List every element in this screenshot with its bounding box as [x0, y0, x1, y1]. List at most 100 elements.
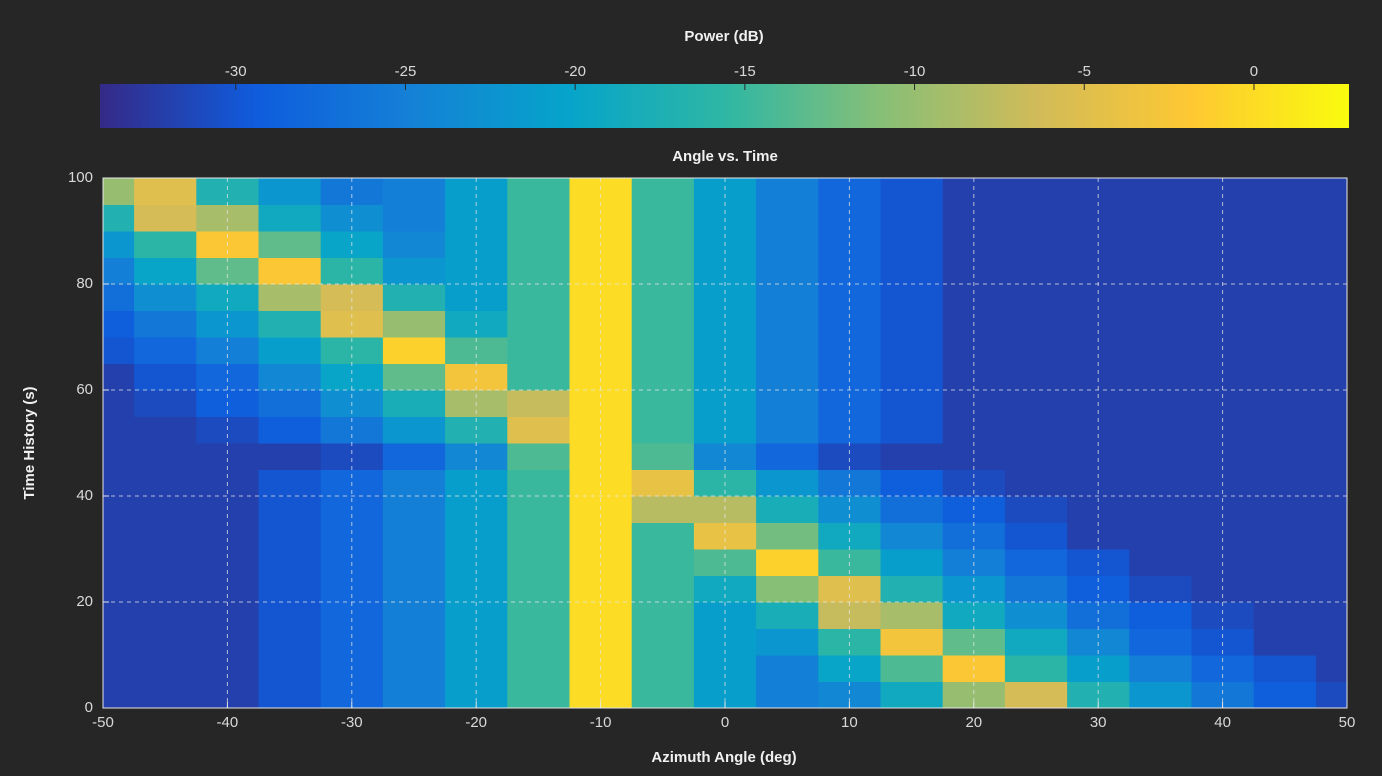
x-tick-label: 30 — [1090, 714, 1107, 731]
heatmap-cell — [382, 284, 446, 311]
x-tick-label: -20 — [465, 714, 487, 731]
heatmap-cell — [1253, 655, 1317, 682]
heatmap-cell — [1129, 204, 1192, 232]
heatmap-cell — [445, 178, 508, 205]
colorbar-tick-label: -20 — [564, 63, 586, 80]
heatmap-cell — [756, 337, 819, 364]
heatmap-cell — [103, 681, 135, 709]
heatmap-cell — [507, 443, 570, 470]
heatmap-cell — [134, 628, 197, 656]
heatmap-cell — [880, 602, 944, 629]
x-tick-label: 40 — [1214, 714, 1231, 731]
heatmap-cell — [756, 231, 819, 258]
heatmap-cell — [880, 337, 944, 364]
heatmap-cell — [1129, 681, 1192, 709]
colorbar-tick-label: -25 — [395, 63, 417, 80]
heatmap-cell — [1315, 549, 1348, 576]
heatmap-cell — [103, 522, 135, 550]
heatmap-cell — [569, 602, 633, 629]
heatmap-cell — [880, 284, 944, 311]
chart-title: Angle vs. Time — [672, 148, 778, 165]
heatmap-cell — [1191, 522, 1255, 550]
heatmap-cell — [103, 284, 135, 311]
heatmap-cell — [507, 655, 570, 682]
heatmap-cell — [756, 655, 819, 682]
heatmap-cell — [1004, 575, 1068, 603]
x-tick-label: 50 — [1339, 714, 1356, 731]
y-tick-label: 40 — [76, 487, 93, 504]
heatmap-cell — [1253, 204, 1317, 232]
heatmap-cell — [134, 522, 197, 550]
heatmap-cell — [880, 204, 944, 232]
heatmap-cell — [382, 257, 446, 285]
heatmap-cell — [382, 231, 446, 258]
heatmap-cell — [880, 257, 944, 285]
heatmap-cell — [1129, 257, 1192, 285]
heatmap-cell — [507, 231, 570, 258]
heatmap-cell — [258, 310, 322, 338]
heatmap-cell — [631, 681, 695, 709]
heatmap-cell — [756, 496, 819, 523]
colorbar-tick-label: -10 — [904, 63, 926, 80]
heatmap-cell — [134, 363, 197, 391]
colorbar-tick-label: -15 — [734, 63, 756, 80]
heatmap-cell — [756, 575, 819, 603]
heatmap-cell — [693, 178, 757, 205]
heatmap-cell — [631, 204, 695, 232]
heatmap-cell — [569, 443, 633, 470]
heatmap-cell — [631, 575, 695, 603]
heatmap-cell — [320, 602, 384, 629]
heatmap-cell — [258, 443, 322, 470]
heatmap-cell — [1315, 363, 1348, 391]
heatmap-cell — [258, 496, 322, 523]
heatmap-cell — [1129, 655, 1192, 682]
heatmap-cell — [569, 178, 633, 205]
heatmap-cell — [693, 522, 757, 550]
x-tick-label: 20 — [965, 714, 982, 731]
heatmap-cell — [880, 310, 944, 338]
heatmap-cell — [382, 602, 446, 629]
heatmap-cell — [382, 575, 446, 603]
heatmap-cell — [134, 416, 197, 444]
heatmap-cell — [103, 416, 135, 444]
heatmap-cell — [1004, 416, 1068, 444]
heatmap-cell — [103, 496, 135, 523]
heatmap-cell — [1253, 178, 1317, 205]
x-axis-label: Azimuth Angle (deg) — [651, 749, 796, 766]
heatmap-cell — [1129, 416, 1192, 444]
heatmap-cell — [756, 602, 819, 629]
heatmap-cell — [1253, 496, 1317, 523]
heatmap-cell — [258, 416, 322, 444]
heatmap-cell — [258, 390, 322, 417]
heatmap-cell — [631, 337, 695, 364]
heatmap-cell — [631, 549, 695, 576]
heatmap-cell — [1315, 469, 1348, 497]
heatmap-cell — [507, 390, 570, 417]
heatmap-cell — [382, 655, 446, 682]
heatmap-cell — [134, 337, 197, 364]
heatmap-cell — [258, 178, 322, 205]
heatmap-cell — [507, 575, 570, 603]
heatmap-cell — [134, 496, 197, 523]
heatmap-cell — [103, 575, 135, 603]
heatmap-cell — [1315, 575, 1348, 603]
y-tick-label: 100 — [68, 169, 93, 186]
x-tick-label: -50 — [92, 714, 114, 731]
heatmap-cell — [258, 337, 322, 364]
heatmap-cell — [103, 257, 135, 285]
x-tick-label: 0 — [721, 714, 729, 731]
heatmap-cell — [1004, 602, 1068, 629]
heatmap-cell — [382, 443, 446, 470]
heatmap-cell — [1253, 416, 1317, 444]
heatmap-cell — [1129, 443, 1192, 470]
heatmap-cell — [1315, 522, 1348, 550]
heatmap-cell — [1253, 443, 1317, 470]
heatmap-cell — [258, 469, 322, 497]
heatmap-cell — [134, 469, 197, 497]
heatmap-cell — [134, 257, 197, 285]
heatmap-cell — [507, 337, 570, 364]
heatmap-cell — [693, 602, 757, 629]
heatmap-cell — [382, 681, 446, 709]
heatmap-cell — [756, 257, 819, 285]
